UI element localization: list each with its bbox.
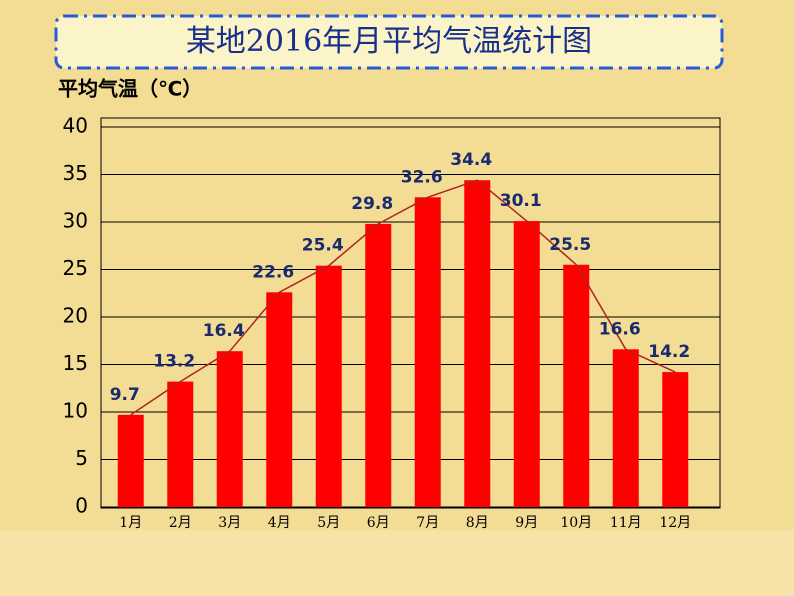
x-tick-label: 12月 [659,515,691,531]
x-tick-label: 3月 [218,515,241,531]
y-axis-label: 平均气温（℃） [58,77,202,101]
data-label: 14.2 [648,342,690,362]
x-tick-label: 5月 [317,515,340,531]
x-tick-label: 6月 [367,515,390,531]
bar [266,292,293,507]
trend-line [130,179,676,416]
bar [315,265,342,507]
bar [216,351,243,507]
bar [612,349,639,507]
data-label: 34.4 [450,150,492,170]
x-tick-label: 8月 [466,515,489,531]
data-label: 25.5 [549,235,591,255]
x-tick-label: 9月 [515,515,538,531]
bar [464,180,491,507]
data-label: 30.1 [500,191,542,211]
x-tick-label: 11月 [610,515,642,531]
y-tick-label: 25 [63,256,88,280]
bar [414,197,441,508]
y-tick-label: 30 [63,209,88,233]
plot-frame [100,117,721,509]
data-label: 29.8 [351,194,393,214]
chart-title: 某地2016年月平均气温统计图 [186,24,592,59]
bar [365,223,392,507]
data-label: 13.2 [153,352,195,372]
bar [167,381,194,507]
data-label: 9.7 [110,385,140,405]
y-tick-label: 0 [75,494,88,518]
y-tick-label: 5 [75,446,88,470]
x-tick-label: 2月 [169,515,192,531]
bar [513,221,540,508]
data-label: 22.6 [252,262,294,282]
y-tick-label: 15 [63,351,88,375]
x-tick-label: 10月 [560,515,592,531]
ground [0,530,794,596]
data-label: 16.4 [203,321,245,341]
bar [662,372,689,507]
data-label: 25.4 [302,236,344,256]
bar [563,264,590,507]
x-tick-label: 1月 [119,515,142,531]
bar [117,414,144,507]
y-tick-label: 35 [63,161,88,185]
y-tick-label: 10 [63,399,88,423]
y-tick-label: 20 [63,304,88,328]
y-tick-label: 40 [63,114,88,138]
data-label: 32.6 [401,167,443,187]
x-tick-label: 4月 [268,515,291,531]
data-label: 16.6 [599,319,641,339]
title-box [54,14,724,70]
x-tick-label: 7月 [416,515,439,531]
